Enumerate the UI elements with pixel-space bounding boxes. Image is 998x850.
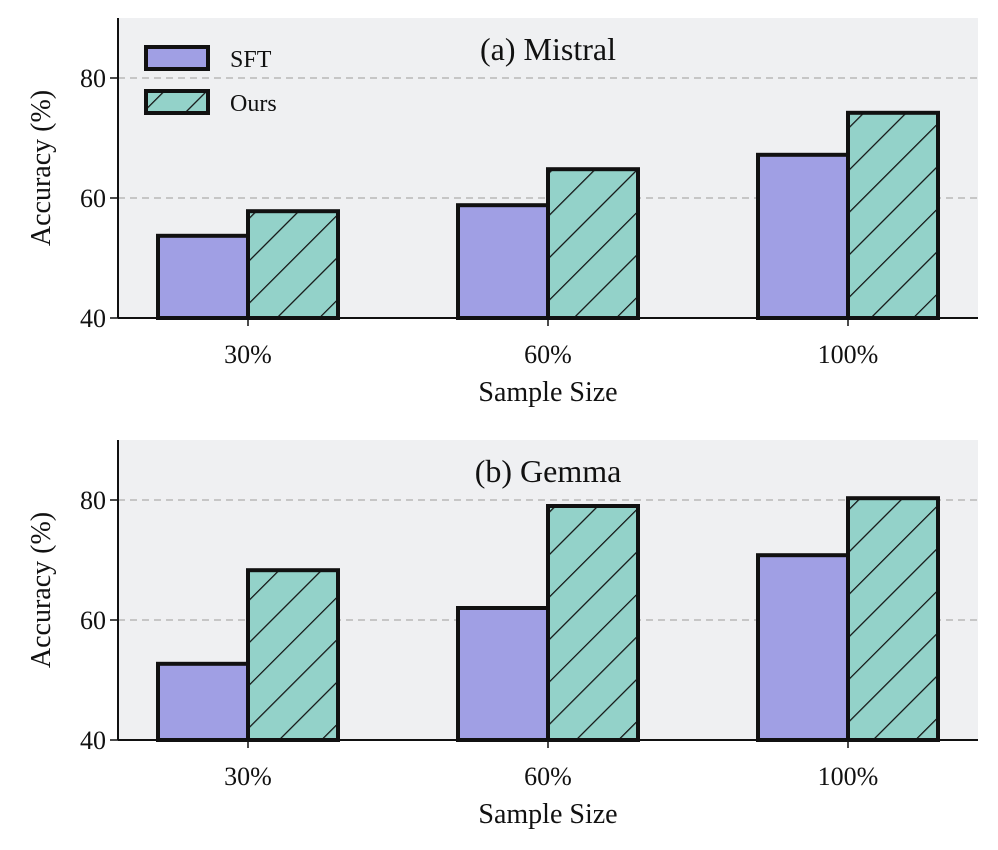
bar-sft-60pct xyxy=(456,606,550,742)
x-tick-label: 100% xyxy=(818,340,879,369)
y-tick-label: 40 xyxy=(80,304,106,333)
bar-ours-30pct xyxy=(246,568,340,743)
bar-ours-60pct xyxy=(546,167,640,320)
y-axis-label: Accuracy (%) xyxy=(26,90,57,246)
bar-ours-60pct xyxy=(546,504,640,742)
x-tick-label: 100% xyxy=(818,762,879,791)
chart-title: (a) Mistral xyxy=(480,31,616,67)
bar-sft-60pct xyxy=(456,203,550,320)
bar-sft-100pct xyxy=(756,553,850,743)
y-tick-label: 80 xyxy=(80,64,106,93)
x-axis-label: Sample Size xyxy=(478,377,617,408)
x-axis-label: Sample Size xyxy=(478,799,617,830)
legend-swatch-sft xyxy=(144,45,210,71)
y-tick-label: 80 xyxy=(80,486,106,515)
legend-label-ours: Ours xyxy=(230,91,277,117)
legend-label-sft: SFT xyxy=(230,47,272,73)
chart-title: (b) Gemma xyxy=(475,453,622,489)
y-tick-label: 60 xyxy=(80,606,106,635)
legend-swatch-ours xyxy=(144,89,210,115)
panel-b: 40 60 80 30% 60% 100% (b) Gemma Sample Size Accu… xyxy=(26,440,978,830)
x-tick-label: 30% xyxy=(224,762,272,791)
y-tick-label: 60 xyxy=(80,184,106,213)
bar-sft-30pct xyxy=(156,661,250,742)
x-tick-label: 60% xyxy=(524,340,572,369)
bar-sft-30pct xyxy=(156,233,250,320)
legend: SFT Ours xyxy=(144,45,277,117)
bar-ours-30pct xyxy=(246,209,340,320)
bar-ours-100pct xyxy=(846,496,940,743)
panel-a: 40 60 80 30% 60% 100% (a) Mistral Sample Size Ac… xyxy=(26,18,978,408)
y-axis-label: Accuracy (%) xyxy=(26,512,57,668)
x-tick-label: 30% xyxy=(224,340,272,369)
bar-sft-100pct xyxy=(756,152,850,320)
x-tick-label: 60% xyxy=(524,762,572,791)
y-tick-label: 40 xyxy=(80,726,106,755)
bar-ours-100pct xyxy=(846,110,940,320)
